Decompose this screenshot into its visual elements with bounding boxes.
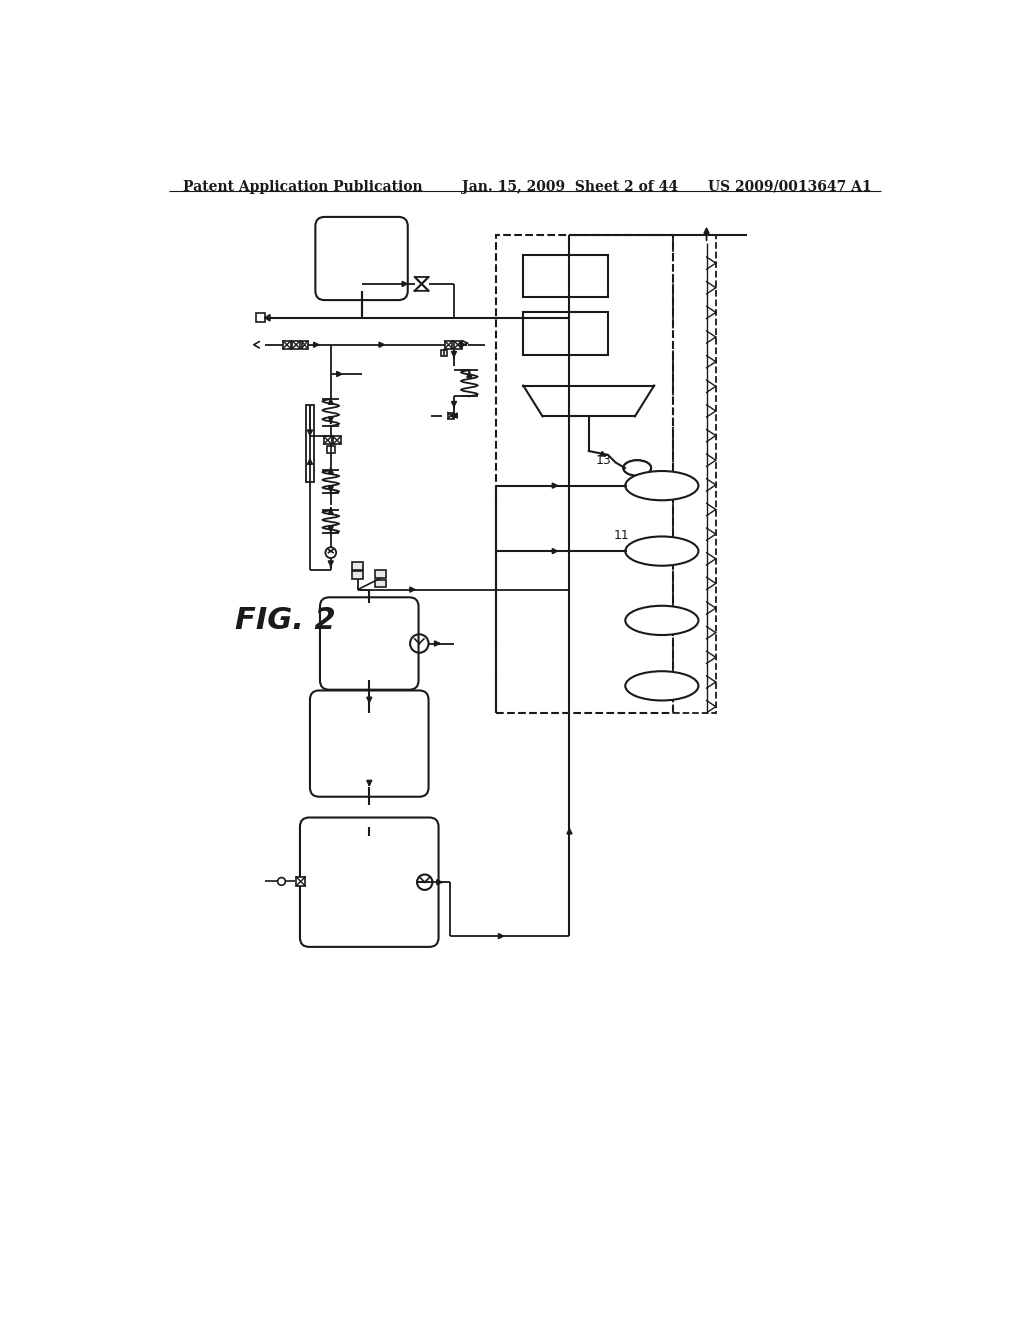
Bar xyxy=(296,876,305,886)
Bar xyxy=(523,255,608,297)
FancyBboxPatch shape xyxy=(315,216,408,300)
FancyBboxPatch shape xyxy=(310,690,429,797)
Bar xyxy=(301,341,307,348)
Bar xyxy=(523,313,608,355)
Ellipse shape xyxy=(626,536,698,566)
Bar xyxy=(256,313,265,322)
Text: FIG. 2: FIG. 2 xyxy=(234,606,335,635)
Ellipse shape xyxy=(626,471,698,500)
FancyBboxPatch shape xyxy=(319,598,419,689)
Text: US 2009/0013647 A1: US 2009/0013647 A1 xyxy=(708,180,871,194)
Ellipse shape xyxy=(626,606,698,635)
Ellipse shape xyxy=(624,461,651,475)
Bar xyxy=(306,405,313,482)
Bar xyxy=(327,446,335,453)
Bar xyxy=(447,413,454,418)
Bar xyxy=(352,572,364,579)
Bar xyxy=(376,570,386,578)
Bar xyxy=(333,437,341,444)
Text: Patent Application Publication: Patent Application Publication xyxy=(183,180,423,194)
Bar xyxy=(292,341,300,348)
Bar xyxy=(376,579,386,587)
Bar xyxy=(324,437,332,444)
Bar xyxy=(674,235,716,713)
Bar xyxy=(444,341,453,348)
Bar xyxy=(352,562,364,570)
Bar xyxy=(497,235,674,713)
Bar xyxy=(454,341,462,348)
Text: 13: 13 xyxy=(596,454,611,467)
Ellipse shape xyxy=(624,461,651,475)
Ellipse shape xyxy=(626,672,698,701)
Bar xyxy=(283,341,291,348)
Text: 11: 11 xyxy=(613,529,630,543)
Bar xyxy=(441,350,447,356)
FancyBboxPatch shape xyxy=(300,817,438,946)
Text: Jan. 15, 2009  Sheet 2 of 44: Jan. 15, 2009 Sheet 2 of 44 xyxy=(462,180,678,194)
